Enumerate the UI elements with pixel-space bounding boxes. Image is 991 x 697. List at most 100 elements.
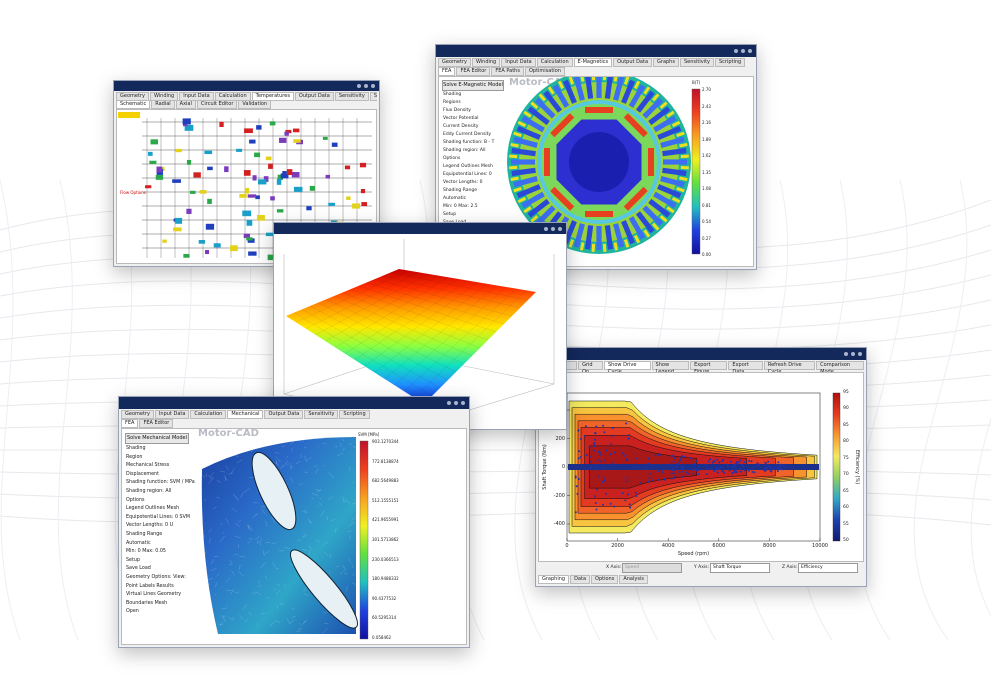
tab[interactable]: Analysis — [619, 575, 648, 584]
node — [291, 172, 300, 178]
dropdown[interactable]: Shaft Torque — [710, 563, 770, 573]
mesh-edge — [280, 464, 284, 469]
tab[interactable]: Schematic — [116, 100, 151, 109]
tab[interactable]: Sensitivity — [304, 410, 339, 419]
solve-button[interactable]: Solve E-Magnetic Model — [442, 80, 504, 91]
drive-cycle-point — [783, 465, 786, 468]
mesh-edge — [233, 553, 239, 556]
tooth — [591, 77, 596, 81]
tab[interactable]: FEA Editor — [456, 67, 491, 76]
tab[interactable]: Output Data — [613, 58, 653, 67]
tab[interactable]: Output Data — [294, 92, 334, 101]
tab[interactable]: Winding — [471, 58, 501, 67]
tab[interactable]: Scripting — [339, 410, 370, 419]
mesh-edge — [275, 620, 280, 623]
panel-text: Current Density — [443, 124, 479, 129]
tab[interactable]: Graphs — [653, 58, 679, 67]
magnet — [648, 148, 654, 176]
slot — [584, 77, 594, 99]
mesh-edge — [225, 518, 230, 524]
tab[interactable]: Axial — [175, 100, 196, 109]
node — [172, 179, 181, 183]
axis-selector-label: X Axis: — [606, 565, 622, 570]
mesh-edge — [348, 522, 355, 527]
tab[interactable]: Radial — [151, 100, 175, 109]
graphics — [507, 77, 701, 255]
tab[interactable]: Temperatures — [251, 92, 294, 101]
tab[interactable]: Calculation — [536, 58, 573, 67]
tab[interactable]: Sensitivity — [334, 92, 369, 101]
tab[interactable]: Scripting — [715, 58, 746, 67]
mesh-edge — [210, 448, 216, 455]
dropdown[interactable]: Speed — [622, 563, 682, 573]
node — [361, 202, 368, 207]
tab[interactable]: FEA Editor — [139, 419, 174, 428]
tab[interactable]: Options — [591, 575, 619, 584]
window-button — [558, 226, 562, 231]
tab[interactable]: FEA — [121, 419, 139, 428]
panel-text: Virtual Lines Geometry — [126, 592, 182, 598]
tab[interactable]: Validation — [238, 100, 272, 109]
colorbar-label: 512.1555151 — [372, 497, 399, 503]
tab[interactable]: FEA Paths — [491, 67, 524, 76]
drive-cycle-point — [706, 468, 709, 471]
drive-cycle-point — [597, 450, 600, 453]
toolbar-button[interactable]: Show Drive Cycle — [604, 361, 651, 375]
drive-cycle-point — [678, 461, 681, 464]
drive-cycle-point — [658, 454, 661, 457]
node — [256, 214, 265, 221]
drive-cycle-point — [609, 502, 612, 505]
tab[interactable]: Scripting — [369, 92, 377, 101]
drive-cycle-point — [752, 465, 755, 468]
slot — [657, 184, 682, 199]
slot — [516, 184, 541, 199]
toolbar-button[interactable]: Export Data — [728, 361, 763, 375]
tab[interactable]: Geometry — [121, 410, 154, 419]
mesh-edge — [229, 559, 233, 565]
toolbar-button[interactable]: Refresh Drive Cycle — [763, 361, 816, 375]
surface-grid — [358, 285, 497, 333]
tab[interactable]: Input Data — [179, 92, 214, 101]
surface-grid — [295, 270, 409, 323]
tab[interactable]: Optimisation — [524, 67, 565, 76]
panel-text: Geometry Options: View: — [126, 575, 186, 580]
panel-text: Flux Density — [443, 108, 471, 113]
tooth — [659, 101, 668, 110]
slot — [662, 147, 687, 157]
tab[interactable]: Input Data — [501, 58, 536, 67]
mesh-edge — [238, 520, 242, 523]
toolbar-button[interactable]: Grid On — [578, 361, 603, 375]
solve-button[interactable]: Solve Mechanical Model — [125, 433, 189, 444]
tab[interactable]: Circuit Editor — [196, 100, 238, 109]
tab[interactable]: Input Data — [154, 410, 190, 419]
tab[interactable]: Sensitivity — [679, 58, 714, 67]
mesh-edge — [231, 569, 236, 576]
tooth — [651, 222, 660, 231]
tab[interactable]: FEA — [438, 67, 456, 76]
mesh-edge — [216, 479, 222, 484]
tooth — [671, 120, 681, 128]
tab[interactable]: Data — [570, 575, 591, 584]
node — [175, 148, 182, 153]
node — [252, 175, 257, 181]
surface-grid — [318, 302, 457, 373]
toolbar-button[interactable]: Export Figure — [690, 361, 728, 375]
drive-cycle-point — [594, 495, 597, 498]
tab[interactable]: Output Data — [264, 410, 304, 419]
slot — [573, 77, 585, 101]
toolbar-button[interactable]: Comparison Mode — [816, 361, 864, 375]
drive-cycle-point — [610, 434, 613, 437]
drive-cycle-point — [650, 479, 653, 482]
tab[interactable]: Geometry — [438, 58, 471, 67]
tooth — [680, 165, 689, 170]
tab[interactable]: Mechanical — [227, 410, 264, 419]
tab[interactable]: Graphing — [538, 575, 570, 584]
colorbar-label: 772.8138874 — [372, 458, 399, 464]
tab[interactable]: Calculation — [190, 410, 227, 419]
toolbar-button[interactable]: Show Legend — [651, 361, 690, 375]
dropdown[interactable]: Efficiency — [798, 563, 858, 573]
surface-grid — [382, 275, 521, 309]
tooth — [679, 176, 688, 182]
tab[interactable]: E-Magnetics — [573, 58, 613, 67]
mesh-edge — [211, 559, 215, 564]
